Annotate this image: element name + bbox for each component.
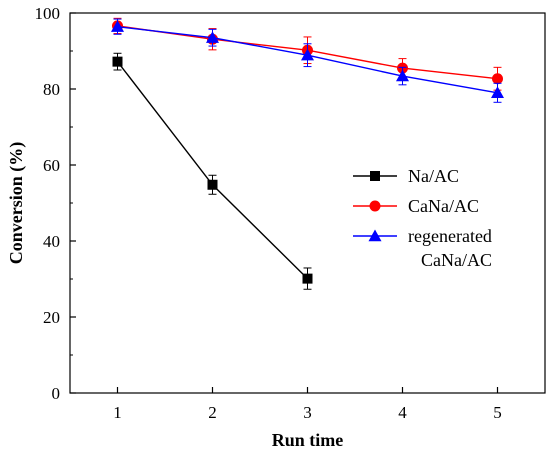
- data-point: [112, 56, 123, 67]
- series-line: [116, 61, 308, 280]
- legend-marker: [369, 200, 381, 212]
- x-axis-label: Run time: [272, 430, 344, 450]
- data-point: [492, 73, 503, 85]
- data-point: [207, 179, 218, 190]
- data-point: [111, 20, 124, 32]
- x-tick-label: 3: [303, 403, 312, 422]
- data-point: [206, 31, 219, 43]
- y-tick-label: 20: [43, 308, 60, 327]
- legend-label: CaNa/AC: [421, 250, 492, 270]
- x-tick-label: 4: [398, 403, 407, 422]
- legend-label: Na/AC: [408, 166, 459, 186]
- ticks-layer: 1 2 3 4 5 0 20 40 60 80 100: [35, 4, 502, 422]
- y-axis-label: Conversion (%): [6, 142, 27, 265]
- legend: Na/AC CaNa/AC regenerated CaNa/AC: [353, 166, 492, 270]
- series-2: [111, 18, 504, 103]
- legend-marker: [368, 229, 382, 242]
- legend-label: CaNa/AC: [408, 196, 479, 216]
- data-point: [302, 273, 313, 284]
- x-tick-label: 5: [493, 403, 502, 422]
- y-tick-label: 80: [43, 80, 60, 99]
- series-layer: [111, 17, 504, 290]
- y-tick-label: 60: [43, 156, 60, 175]
- legend-marker: [370, 171, 380, 181]
- x-tick-label: 2: [208, 403, 217, 422]
- legend-label: regenerated: [408, 226, 492, 246]
- y-tick-label: 0: [52, 384, 61, 403]
- y-tick-label: 40: [43, 232, 60, 251]
- data-point: [396, 69, 409, 82]
- y-tick-label: 100: [35, 4, 61, 23]
- data-point: [491, 86, 504, 98]
- series-0: [112, 52, 313, 290]
- x-tick-label: 1: [113, 403, 122, 422]
- data-point: [301, 48, 314, 61]
